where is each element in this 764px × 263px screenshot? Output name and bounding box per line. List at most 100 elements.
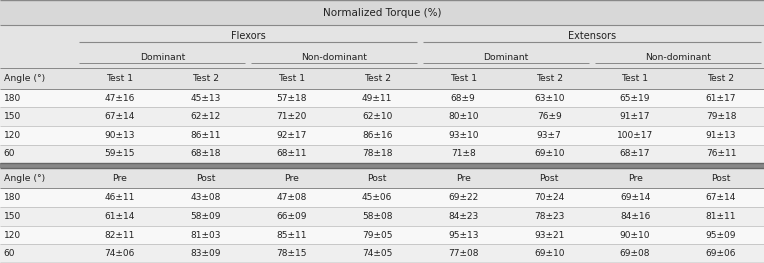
Text: Test 2: Test 2 xyxy=(707,74,735,83)
Text: 69±06: 69±06 xyxy=(706,249,736,258)
Text: Angle (°): Angle (°) xyxy=(4,74,45,83)
Text: 61±14: 61±14 xyxy=(104,212,134,221)
Text: 68±9: 68±9 xyxy=(451,94,475,103)
Text: 79±05: 79±05 xyxy=(362,231,393,240)
Text: 60: 60 xyxy=(4,249,15,258)
Text: 92±17: 92±17 xyxy=(276,131,306,140)
Text: 67±14: 67±14 xyxy=(706,193,736,202)
Bar xyxy=(0,126,764,145)
Bar xyxy=(0,145,764,163)
Text: 63±10: 63±10 xyxy=(534,94,565,103)
Text: 84±23: 84±23 xyxy=(448,212,478,221)
Text: 69±10: 69±10 xyxy=(534,249,565,258)
Text: Test 1: Test 1 xyxy=(621,74,649,83)
Bar xyxy=(0,189,764,207)
Text: Post: Post xyxy=(196,174,215,183)
Text: 62±12: 62±12 xyxy=(190,112,221,121)
Text: 95±13: 95±13 xyxy=(448,231,478,240)
Text: 93±10: 93±10 xyxy=(448,131,478,140)
Text: 69±14: 69±14 xyxy=(620,193,650,202)
Text: 61±17: 61±17 xyxy=(706,94,736,103)
Text: 69±22: 69±22 xyxy=(448,193,478,202)
Text: 84±16: 84±16 xyxy=(620,212,650,221)
Text: 43±08: 43±08 xyxy=(190,193,221,202)
Text: Angle (°): Angle (°) xyxy=(4,174,45,183)
Text: 47±08: 47±08 xyxy=(276,193,306,202)
Text: 58±09: 58±09 xyxy=(190,212,221,221)
Text: 62±10: 62±10 xyxy=(362,112,393,121)
Text: 78±18: 78±18 xyxy=(362,149,393,159)
Text: 120: 120 xyxy=(4,131,21,140)
Text: 47±16: 47±16 xyxy=(104,94,134,103)
Text: 82±11: 82±11 xyxy=(104,231,134,240)
Text: 69±10: 69±10 xyxy=(534,149,565,159)
Text: Test 1: Test 1 xyxy=(449,74,477,83)
Text: 95±09: 95±09 xyxy=(706,231,736,240)
Bar xyxy=(0,207,764,226)
Text: 45±06: 45±06 xyxy=(362,193,393,202)
Text: 93±7: 93±7 xyxy=(537,131,562,140)
Text: Post: Post xyxy=(367,174,387,183)
Bar xyxy=(0,168,764,189)
Text: Test 1: Test 1 xyxy=(277,74,305,83)
Text: Extensors: Extensors xyxy=(568,31,616,41)
Text: Test 1: Test 1 xyxy=(105,74,133,83)
Bar xyxy=(0,89,764,107)
Text: 78±23: 78±23 xyxy=(534,212,565,221)
Text: 86±16: 86±16 xyxy=(362,131,393,140)
Text: Pre: Pre xyxy=(112,174,127,183)
Text: Flexors: Flexors xyxy=(231,31,266,41)
Text: 81±03: 81±03 xyxy=(190,231,221,240)
Text: 78±15: 78±15 xyxy=(276,249,306,258)
Text: 150: 150 xyxy=(4,212,21,221)
Text: 57±18: 57±18 xyxy=(276,94,306,103)
Text: 58±08: 58±08 xyxy=(362,212,393,221)
Text: Dominant: Dominant xyxy=(484,53,529,62)
Bar xyxy=(0,47,764,68)
Text: Test 2: Test 2 xyxy=(364,74,391,83)
Text: 74±06: 74±06 xyxy=(104,249,134,258)
Text: 74±05: 74±05 xyxy=(362,249,393,258)
Text: 90±13: 90±13 xyxy=(104,131,134,140)
Text: 80±10: 80±10 xyxy=(448,112,478,121)
Text: Pre: Pre xyxy=(284,174,299,183)
Text: Post: Post xyxy=(711,174,730,183)
Text: 76±9: 76±9 xyxy=(537,112,562,121)
Text: Pre: Pre xyxy=(456,174,471,183)
Bar xyxy=(0,163,764,168)
Text: 83±09: 83±09 xyxy=(190,249,221,258)
Text: 66±09: 66±09 xyxy=(276,212,306,221)
Text: Non-dominant: Non-dominant xyxy=(301,53,367,62)
Text: 68±18: 68±18 xyxy=(190,149,221,159)
Text: 59±15: 59±15 xyxy=(104,149,134,159)
Bar xyxy=(0,226,764,244)
Text: 60: 60 xyxy=(4,149,15,159)
Text: 46±11: 46±11 xyxy=(104,193,134,202)
Text: 150: 150 xyxy=(4,112,21,121)
Text: 90±10: 90±10 xyxy=(620,231,650,240)
Text: 180: 180 xyxy=(4,94,21,103)
Text: 93±21: 93±21 xyxy=(534,231,565,240)
Text: 81±11: 81±11 xyxy=(706,212,736,221)
Text: Non-dominant: Non-dominant xyxy=(645,53,711,62)
Bar xyxy=(0,25,764,47)
Text: 67±14: 67±14 xyxy=(104,112,134,121)
Text: Pre: Pre xyxy=(628,174,643,183)
Text: 65±19: 65±19 xyxy=(620,94,650,103)
Text: 71±20: 71±20 xyxy=(276,112,306,121)
Bar xyxy=(0,107,764,126)
Text: 85±11: 85±11 xyxy=(276,231,306,240)
Text: Test 2: Test 2 xyxy=(536,74,563,83)
Text: 77±08: 77±08 xyxy=(448,249,478,258)
Text: Normalized Torque (%): Normalized Torque (%) xyxy=(322,8,442,18)
Text: Post: Post xyxy=(539,174,558,183)
Text: 120: 120 xyxy=(4,231,21,240)
Text: 91±17: 91±17 xyxy=(620,112,650,121)
Text: 49±11: 49±11 xyxy=(362,94,393,103)
Text: 71±8: 71±8 xyxy=(451,149,475,159)
Text: Dominant: Dominant xyxy=(140,53,185,62)
Bar xyxy=(0,244,764,263)
Bar xyxy=(0,68,764,89)
Text: 70±24: 70±24 xyxy=(534,193,565,202)
Bar xyxy=(0,0,764,25)
